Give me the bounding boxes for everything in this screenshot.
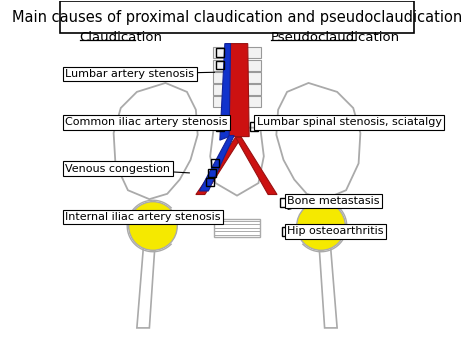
Text: Hip osteoarthritis: Hip osteoarthritis (287, 227, 383, 236)
Text: Pseudoclaudication: Pseudoclaudication (271, 31, 400, 44)
Text: Claudication: Claudication (80, 31, 163, 44)
FancyBboxPatch shape (213, 72, 261, 83)
Text: Venous congestion: Venous congestion (65, 164, 190, 174)
Text: Lumbar artery stenosis: Lumbar artery stenosis (65, 69, 215, 79)
Text: Main causes of proximal claudication and pseudoclaudication: Main causes of proximal claudication and… (12, 10, 462, 25)
Text: Bone metastasis: Bone metastasis (287, 196, 380, 209)
Text: Common iliac artery stenosis: Common iliac artery stenosis (65, 117, 228, 127)
Polygon shape (220, 43, 230, 140)
FancyBboxPatch shape (213, 84, 261, 95)
Polygon shape (200, 135, 234, 191)
FancyBboxPatch shape (213, 96, 261, 107)
Circle shape (128, 202, 177, 250)
Polygon shape (196, 137, 241, 195)
FancyBboxPatch shape (60, 1, 414, 33)
Polygon shape (236, 137, 277, 195)
Polygon shape (226, 43, 249, 136)
Text: Internal iliac artery stenosis: Internal iliac artery stenosis (65, 212, 221, 222)
Circle shape (297, 202, 346, 250)
Polygon shape (203, 169, 220, 189)
Text: Lumbar spinal stenosis, sciatalgy: Lumbar spinal stenosis, sciatalgy (256, 117, 442, 127)
FancyBboxPatch shape (213, 47, 261, 58)
FancyBboxPatch shape (213, 60, 261, 71)
